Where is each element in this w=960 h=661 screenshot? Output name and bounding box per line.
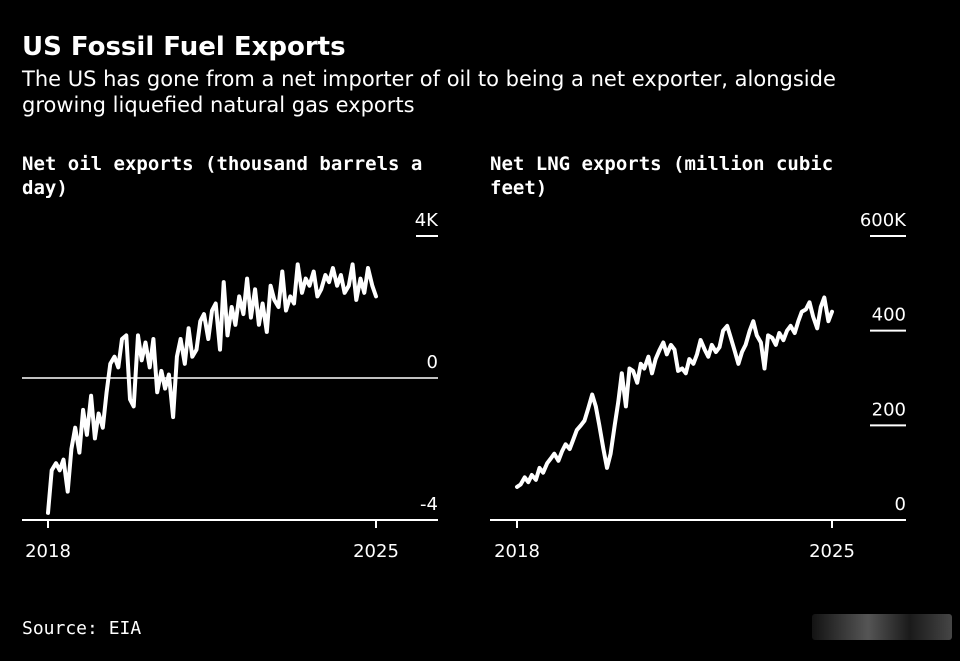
lng-y-tick-label: 0 <box>895 494 906 515</box>
lng-y-tick-label: 200 <box>872 399 906 420</box>
oil-x-tick-label: 2025 <box>353 541 399 562</box>
oil-y-tick-label: -4 <box>420 494 438 515</box>
lng-x-tick-label: 2025 <box>809 541 855 562</box>
oil-y-tick-label: 4K <box>415 210 439 231</box>
oil-x-tick-label: 2018 <box>25 541 71 562</box>
lng-panel-title: Net LNG exports (million cubic feet) <box>490 153 834 199</box>
lng-y-tick-label: 400 <box>872 305 906 326</box>
oil-y-tick-label: 0 <box>427 352 438 373</box>
chart-title: US Fossil Fuel Exports <box>22 32 346 62</box>
watermark-logo <box>812 614 952 640</box>
chart-subtitle: The US has gone from a net importer of o… <box>22 67 836 117</box>
lng-x-tick-label: 2018 <box>494 541 540 562</box>
oil-series-line <box>46 262 378 515</box>
source-note: Source: EIA <box>22 618 142 639</box>
lng-y-tick-label: 600K <box>860 210 907 231</box>
lng-series-line <box>515 295 834 489</box>
oil-panel-title: Net oil exports (thousand barrels a day) <box>22 153 423 199</box>
